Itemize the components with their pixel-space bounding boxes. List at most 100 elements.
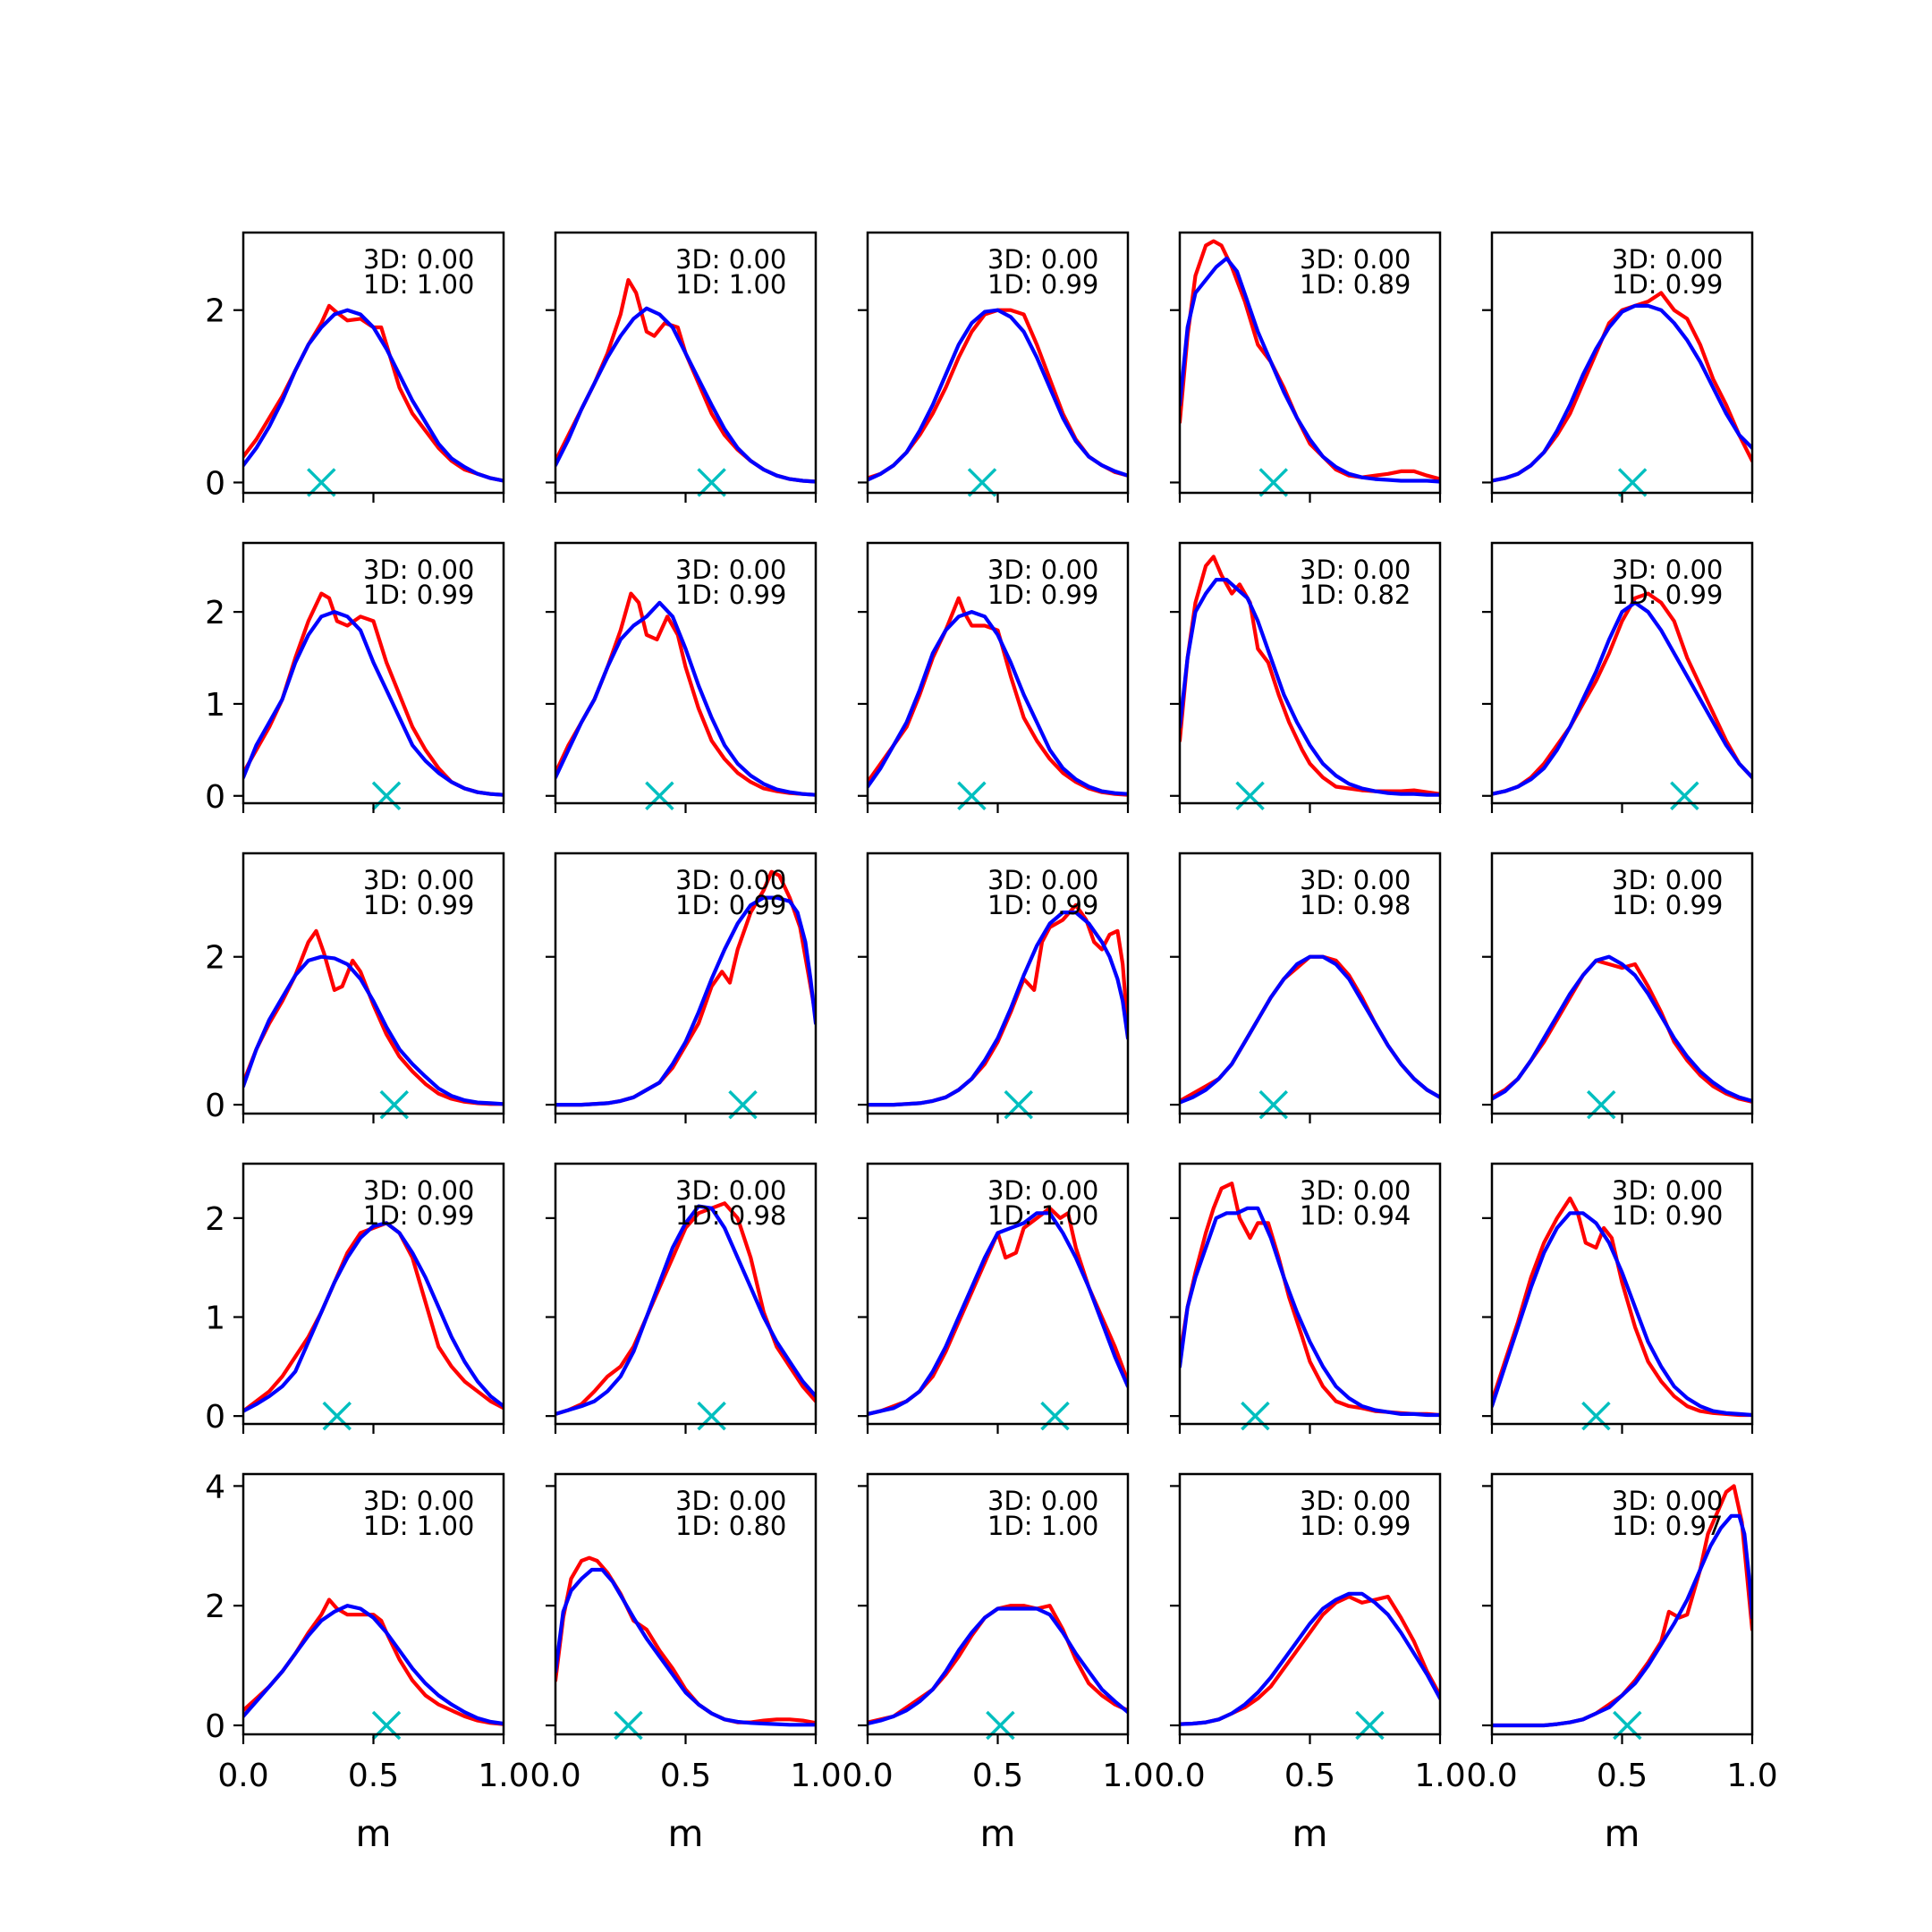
series-blue-line: [868, 610, 1128, 796]
annotation-line: 1D: 0.98: [675, 1200, 786, 1231]
x-marker: [1235, 781, 1265, 811]
annotation-line: 1D: 0.94: [1300, 1200, 1411, 1231]
series-red-line: [868, 596, 1128, 797]
series-group: [1180, 954, 1440, 1105]
series-group: [1492, 291, 1752, 483]
series-blue-line: [1492, 1211, 1752, 1418]
x-tick-label: 0.5: [660, 1758, 711, 1794]
y-tick-label: 2: [205, 1589, 225, 1625]
x-marker: [697, 1401, 726, 1431]
series-blue-line: [555, 1204, 816, 1416]
annotation-line: 1D: 0.82: [1300, 580, 1411, 610]
series-blue-line: [1492, 954, 1752, 1103]
series-blue-line: [1492, 600, 1752, 796]
y-tick-label: 2: [205, 595, 225, 631]
series-blue-line: [243, 308, 504, 483]
x-tick-label: 0.5: [972, 1758, 1023, 1794]
annotation-line: 3D: 0.00: [987, 555, 1098, 585]
x-tick-label: 0.0: [842, 1758, 893, 1794]
series-group: [243, 591, 504, 797]
series-group: [1492, 1196, 1752, 1418]
series-blue-line: [555, 600, 816, 797]
x-tick-label: 0.0: [530, 1758, 580, 1794]
annotation-line: 3D: 0.00: [675, 555, 786, 585]
annotation-line: 1D: 0.99: [987, 269, 1098, 300]
annotation-line: 1D: 1.00: [675, 269, 786, 300]
x-tick-label: 0.5: [1284, 1758, 1335, 1794]
series-blue-line: [868, 1606, 1128, 1726]
x-tick-label: 1.0: [1726, 1758, 1777, 1794]
annotation-line: 3D: 0.00: [1612, 1175, 1723, 1206]
series-blue-line: [555, 895, 816, 1107]
series-group: [555, 869, 816, 1107]
series-blue-line: [868, 1211, 1128, 1416]
series-red-line: [243, 1221, 504, 1413]
x-tick-label: 0.0: [1466, 1758, 1517, 1794]
annotation-line: 1D: 0.98: [1300, 890, 1411, 920]
annotation-line: 3D: 0.00: [1612, 865, 1723, 895]
annotation-line: 3D: 0.00: [363, 244, 474, 275]
annotation-line: 3D: 0.00: [987, 1486, 1098, 1516]
annotation-line: 1D: 0.80: [675, 1511, 786, 1541]
x-marker: [1258, 468, 1288, 497]
annotation-line: 1D: 1.00: [363, 269, 474, 300]
x-marker: [307, 468, 336, 497]
y-tick-label: 2: [205, 1201, 225, 1238]
x-tick-label: 1.0: [478, 1758, 529, 1794]
annotation-line: 1D: 0.99: [987, 890, 1098, 920]
annotation-line: 3D: 0.00: [1612, 1486, 1723, 1516]
x-axis-label: m: [356, 1812, 392, 1855]
x-axis-label: m: [980, 1812, 1016, 1855]
series-group: [555, 1555, 816, 1727]
y-tick-label: 0: [205, 1399, 225, 1436]
annotation-line: 1D: 0.99: [363, 1200, 474, 1231]
annotation-line: 3D: 0.00: [1300, 244, 1411, 275]
series-group: [868, 1604, 1128, 1726]
annotation-line: 1D: 0.90: [1612, 1200, 1723, 1231]
annotation-line: 3D: 0.00: [987, 865, 1098, 895]
series-group: [243, 1597, 504, 1726]
annotation-line: 1D: 0.89: [1300, 269, 1411, 300]
x-marker: [1617, 468, 1648, 497]
annotation-line: 3D: 0.00: [675, 1486, 786, 1516]
x-marker: [1241, 1401, 1270, 1431]
annotation-line: 1D: 0.99: [1300, 1511, 1411, 1541]
annotation-line: 1D: 0.99: [1612, 580, 1723, 610]
annotation-line: 3D: 0.00: [675, 865, 786, 895]
series-blue-line: [243, 610, 504, 797]
y-tick-label: 0: [205, 1708, 225, 1745]
y-tick-label: 1: [205, 687, 225, 724]
annotation-line: 3D: 0.00: [1300, 1486, 1411, 1516]
y-tick-label: 1: [205, 1301, 225, 1337]
x-tick-label: 0.0: [1154, 1758, 1205, 1794]
series-blue-line: [1180, 1591, 1440, 1726]
annotation-line: 1D: 1.00: [987, 1200, 1098, 1231]
series-blue-line: [243, 1604, 504, 1726]
annotation-line: 1D: 0.99: [363, 890, 474, 920]
y-tick-label: 2: [205, 293, 225, 330]
annotation-line: 3D: 0.00: [675, 244, 786, 275]
series-red-line: [555, 1201, 816, 1416]
series-blue-line: [1180, 954, 1440, 1105]
series-red-line: [1180, 1595, 1440, 1726]
x-tick-label: 1.0: [1414, 1758, 1465, 1794]
x-marker: [697, 468, 726, 497]
series-red-line: [1492, 591, 1752, 796]
y-tick-label: 4: [205, 1469, 225, 1505]
series-group: [555, 591, 816, 797]
